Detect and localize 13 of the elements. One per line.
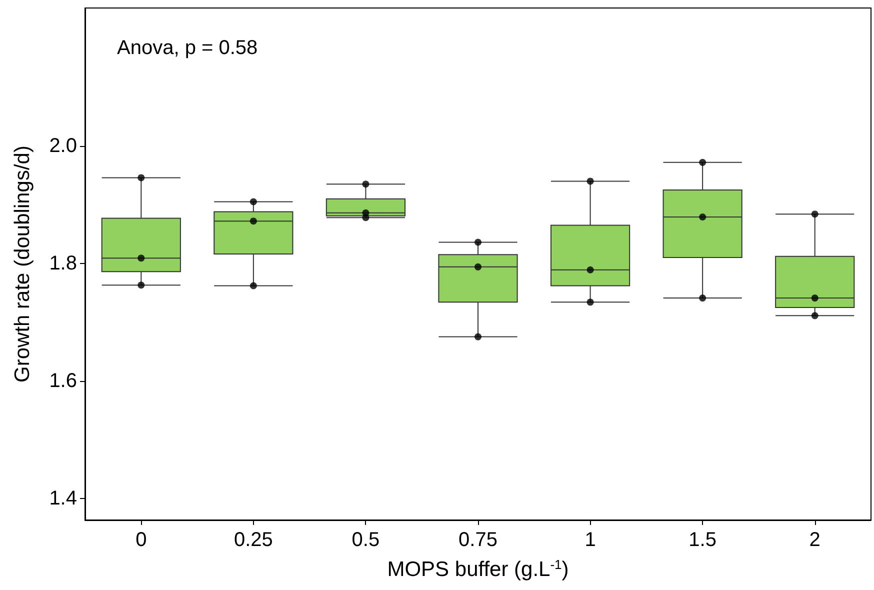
x-tick-label: 1 xyxy=(584,529,596,551)
y-tick-label: 1.4 xyxy=(49,487,77,510)
x-tick-label: 0.75 xyxy=(458,529,498,551)
annotation: Anova, p = 0.58 xyxy=(117,37,258,59)
x-tick-label: 0.5 xyxy=(352,529,380,551)
y-tick-label: 2.0 xyxy=(49,134,77,157)
x-tick-label: 0.25 xyxy=(234,529,273,551)
x-tick-label: 0 xyxy=(136,529,147,551)
y-tick-label: 1.8 xyxy=(49,252,77,274)
x-tick-label: 2 xyxy=(809,529,820,551)
y-tick-label: 1.6 xyxy=(49,370,77,392)
y-axis-title: Growth rate (doublings/d) xyxy=(11,146,34,382)
x-tick-label: 1.5 xyxy=(688,529,716,551)
